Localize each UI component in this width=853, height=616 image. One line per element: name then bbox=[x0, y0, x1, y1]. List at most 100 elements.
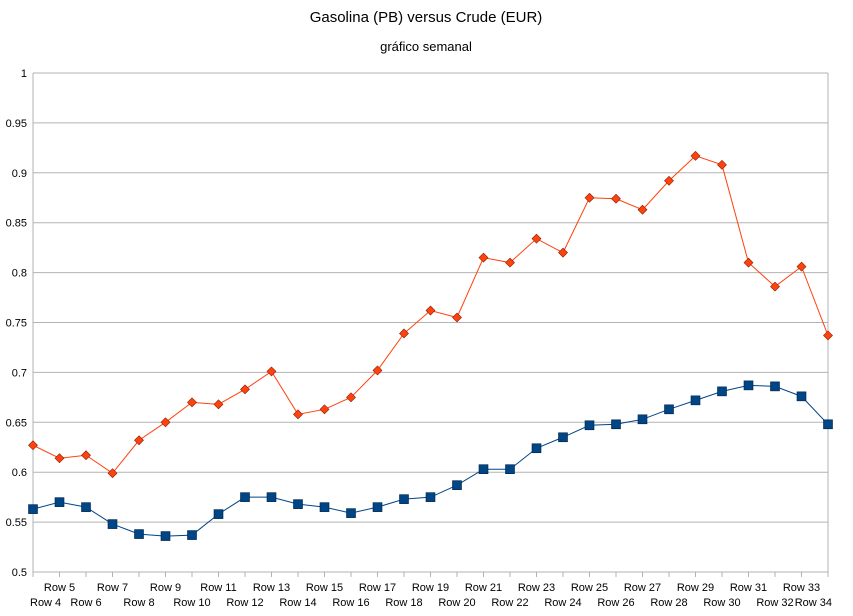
x-tick-label: Row 5 bbox=[44, 582, 75, 594]
data-point-marker bbox=[770, 281, 780, 292]
data-point-marker bbox=[558, 432, 568, 443]
data-point-marker bbox=[425, 305, 436, 316]
x-tick-label: Row 17 bbox=[359, 582, 396, 594]
data-point-marker bbox=[28, 440, 38, 451]
data-point-marker bbox=[187, 397, 197, 408]
data-point-marker bbox=[346, 392, 356, 403]
x-tick-label: Row 27 bbox=[624, 582, 661, 594]
x-tick-label: Row 16 bbox=[332, 597, 369, 609]
data-point-marker bbox=[611, 419, 621, 430]
x-tick-labels: Row 4 Row 5 Row 6 Row 7 Row 8 Row 9 Row 10 Row … bbox=[30, 582, 832, 609]
data-point-marker bbox=[293, 409, 303, 420]
y-tick-label: 0.8 bbox=[12, 268, 27, 280]
x-tick-label: Row 14 bbox=[279, 597, 316, 609]
y-tick-label: 0.65 bbox=[6, 417, 27, 429]
data-point-marker bbox=[584, 420, 595, 431]
data-point-marker bbox=[796, 261, 807, 272]
series bbox=[28, 150, 833, 541]
y-tick-labels: 0.5 0.55 0.6 0.65 0.7 0.75 0.8 0.85 0.9 0.95 1 bbox=[6, 68, 27, 579]
data-point-marker bbox=[372, 502, 383, 512]
axes bbox=[32, 73, 829, 577]
x-tick-label: Row 22 bbox=[491, 597, 528, 609]
chart-title: Gasolina (PB) versus Crude (EUR) bbox=[310, 9, 543, 26]
data-point-marker bbox=[213, 509, 224, 519]
data-point-marker bbox=[399, 328, 409, 339]
x-tick-label: Row 6 bbox=[70, 597, 101, 609]
x-tick-label: Row 20 bbox=[438, 597, 475, 609]
data-point-marker bbox=[531, 443, 542, 454]
x-tick-label: Row 29 bbox=[677, 582, 714, 594]
data-point-marker bbox=[372, 365, 383, 376]
data-point-marker bbox=[611, 193, 621, 204]
x-tick-label: Row 25 bbox=[571, 582, 608, 594]
data-point-marker bbox=[266, 366, 277, 377]
data-point-marker bbox=[134, 529, 144, 539]
data-point-marker bbox=[531, 233, 542, 244]
x-tick-label: Row 18 bbox=[385, 597, 422, 609]
data-point-marker bbox=[160, 417, 171, 428]
data-point-marker bbox=[770, 381, 780, 392]
x-tick-label: Row 10 bbox=[173, 597, 210, 609]
x-tick-label: Row 15 bbox=[306, 582, 343, 594]
data-point-marker bbox=[690, 150, 701, 161]
x-tick-label: Row 30 bbox=[703, 597, 740, 609]
data-point-marker bbox=[584, 192, 595, 203]
data-point-marker bbox=[266, 492, 277, 502]
data-point-marker bbox=[452, 480, 462, 490]
y-tick-label: 0.5 bbox=[12, 567, 27, 579]
series-line bbox=[32, 384, 829, 537]
x-tick-label: Row 33 bbox=[783, 582, 820, 594]
y-tick-label: 0.85 bbox=[6, 218, 27, 230]
data-point-marker bbox=[319, 502, 330, 512]
data-point-marker bbox=[240, 492, 250, 502]
x-tick-label: Row 4 bbox=[30, 597, 61, 609]
x-tick-label: Row 31 bbox=[730, 582, 767, 594]
data-point-marker bbox=[187, 530, 197, 540]
y-tick-label: 0.7 bbox=[12, 367, 27, 379]
data-point-marker bbox=[81, 502, 91, 512]
data-point-marker bbox=[505, 464, 515, 475]
x-tick-label: Row 7 bbox=[97, 582, 128, 594]
data-point-marker bbox=[107, 519, 118, 529]
data-point-marker bbox=[213, 399, 224, 410]
data-point-marker bbox=[823, 419, 833, 430]
x-tick-label: Row 19 bbox=[412, 582, 449, 594]
x-tick-label: Row 23 bbox=[518, 582, 555, 594]
y-tick-label: 0.75 bbox=[6, 318, 27, 330]
data-point-marker bbox=[637, 414, 648, 425]
y-tick-label: 0.9 bbox=[12, 168, 27, 180]
chart-subtitle: gráfico semanal bbox=[380, 39, 472, 54]
data-point-marker bbox=[425, 492, 436, 502]
data-point-marker bbox=[637, 204, 648, 215]
x-tick-label: Row 26 bbox=[597, 597, 634, 609]
y-tick-label: 0.95 bbox=[6, 118, 27, 130]
data-point-marker bbox=[478, 252, 489, 263]
x-tick-label: Row 13 bbox=[253, 582, 290, 594]
x-tick-label: Row 32 bbox=[756, 597, 793, 609]
data-point-marker bbox=[690, 395, 701, 406]
data-point-marker bbox=[664, 404, 674, 415]
data-point-marker bbox=[452, 312, 462, 323]
data-point-marker bbox=[240, 384, 250, 395]
data-point-marker bbox=[558, 247, 568, 258]
data-point-marker bbox=[399, 494, 409, 504]
x-tick-label: Row 34 bbox=[795, 597, 832, 609]
data-point-marker bbox=[293, 499, 303, 509]
y-tick-label: 0.55 bbox=[6, 517, 27, 529]
x-tick-label: Row 8 bbox=[123, 597, 154, 609]
data-point-marker bbox=[717, 159, 727, 170]
data-point-marker bbox=[346, 508, 356, 518]
x-tick-label: Row 28 bbox=[650, 597, 687, 609]
data-point-marker bbox=[743, 257, 754, 268]
x-tick-label: Row 12 bbox=[226, 597, 263, 609]
data-point-marker bbox=[743, 380, 754, 391]
data-point-marker bbox=[505, 257, 515, 268]
data-point-marker bbox=[54, 453, 65, 464]
grid-lines bbox=[33, 72, 828, 573]
x-tick-label: Row 21 bbox=[465, 582, 502, 594]
data-point-marker bbox=[717, 386, 727, 397]
data-point-marker bbox=[664, 175, 674, 186]
data-point-marker bbox=[107, 468, 118, 479]
data-point-marker bbox=[160, 531, 171, 541]
